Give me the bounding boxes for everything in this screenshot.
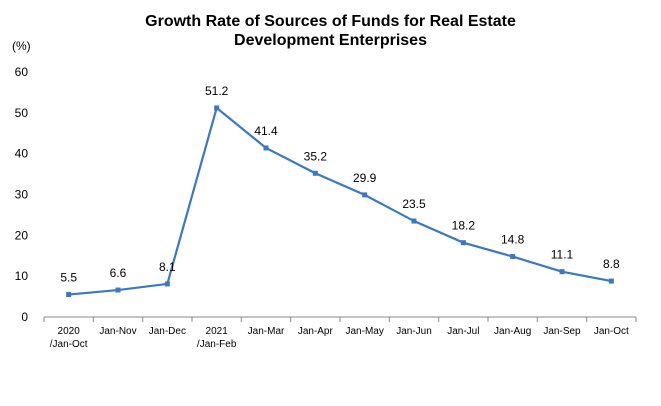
x-tick-label: Jan-Apr — [298, 326, 334, 337]
data-label: 5.5 — [60, 271, 77, 285]
x-tick-label: Jan-Dec — [149, 326, 186, 337]
data-label: 6.6 — [110, 266, 127, 280]
data-label: 8.8 — [603, 257, 620, 271]
series-growth-rate — [66, 105, 614, 298]
data-point — [362, 192, 368, 198]
x-tick-label: /Jan-Feb — [197, 339, 237, 350]
y-tick-label: 40 — [15, 147, 29, 161]
data-point — [263, 145, 269, 151]
data-label: 35.2 — [304, 149, 328, 163]
y-tick-label: 0 — [21, 310, 28, 324]
data-point — [214, 105, 220, 111]
chart-title: Growth Rate of Sources of Funds for Real… — [0, 12, 661, 50]
chart-title-line1: Growth Rate of Sources of Funds for Real… — [145, 13, 516, 30]
data-labels: 5.5 6.6 8.1 51.2 41.4 35.2 29.9 23.5 18.2 14.8 11.… — [60, 84, 620, 285]
data-label: 23.5 — [402, 197, 426, 211]
data-label: 11.1 — [551, 248, 574, 262]
data-point — [510, 254, 516, 260]
data-point — [66, 292, 72, 298]
data-point — [411, 218, 417, 224]
y-tick-label: 60 — [15, 65, 29, 79]
x-tick-label: 2021 — [206, 326, 229, 337]
data-label: 41.4 — [254, 124, 278, 138]
data-point — [312, 170, 318, 176]
data-point — [608, 278, 614, 284]
y-tick-label: 10 — [15, 269, 29, 283]
y-axis: 0 10 20 30 40 50 60 — [15, 65, 29, 324]
x-tick-label: Jan-Sep — [543, 326, 581, 337]
x-tick-label: Jan-Jul — [447, 326, 479, 337]
chart-title-line2: Development Enterprises — [234, 32, 427, 49]
data-label: 14.8 — [501, 233, 525, 247]
x-tick-label: 2020 — [58, 326, 81, 337]
data-label: 29.9 — [353, 171, 377, 185]
x-tick-label: Jan-Mar — [248, 326, 285, 337]
x-tick-label: Jan-Aug — [494, 326, 531, 337]
data-point — [559, 269, 565, 275]
data-point — [460, 240, 466, 246]
x-tick-label: /Jan-Oct — [50, 339, 88, 350]
data-point — [115, 287, 121, 293]
y-tick-label: 50 — [15, 106, 29, 120]
x-tick-label: Jan-Oct — [594, 326, 629, 337]
x-tick-label: Jan-May — [345, 326, 383, 337]
data-label: 51.2 — [205, 84, 229, 98]
x-tick-label: Jan-Jun — [396, 326, 432, 337]
y-tick-label: 30 — [15, 188, 29, 202]
y-axis-unit-label: (%) — [12, 39, 31, 53]
data-point — [164, 281, 170, 287]
series-line — [68, 106, 612, 296]
x-tick-label: Jan-Nov — [99, 326, 136, 337]
x-axis: 2020/Jan-Oct Jan-Nov Jan-Dec 2021/Jan-Feb Ja… — [43, 316, 637, 350]
data-label: 18.2 — [452, 219, 476, 233]
y-tick-label: 20 — [15, 228, 29, 242]
data-label: 8.1 — [159, 260, 176, 274]
